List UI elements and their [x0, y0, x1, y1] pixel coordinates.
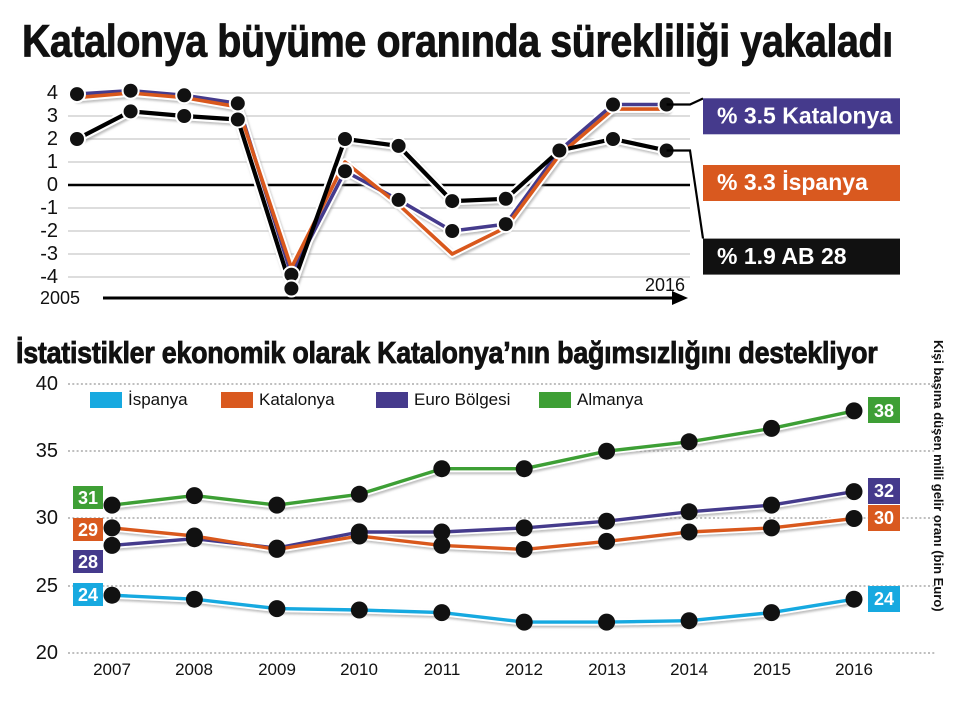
- svg-text:Euro Bölgesi: Euro Bölgesi: [414, 390, 510, 409]
- svg-text:25: 25: [36, 575, 58, 597]
- svg-text:-2: -2: [40, 220, 58, 242]
- svg-text:% 3.5 Katalonya: % 3.5 Katalonya: [717, 103, 892, 129]
- svg-text:28: 28: [78, 552, 98, 572]
- svg-text:1: 1: [47, 151, 58, 173]
- svg-text:24: 24: [78, 585, 98, 605]
- svg-text:31: 31: [78, 488, 98, 508]
- svg-text:2014: 2014: [670, 660, 708, 679]
- svg-text:-4: -4: [40, 266, 58, 288]
- svg-text:2007: 2007: [93, 660, 131, 679]
- svg-text:30: 30: [874, 508, 894, 528]
- svg-text:2016: 2016: [645, 275, 685, 295]
- svg-text:24: 24: [874, 589, 894, 609]
- svg-text:40: 40: [36, 373, 58, 395]
- svg-text:2009: 2009: [258, 660, 296, 679]
- svg-text:2005: 2005: [40, 288, 80, 308]
- svg-text:2: 2: [47, 128, 58, 150]
- svg-text:İspanya: İspanya: [128, 390, 188, 409]
- svg-text:% 1.9 AB 28: % 1.9 AB 28: [717, 243, 847, 269]
- svg-text:32: 32: [874, 481, 894, 501]
- svg-text:2015: 2015: [753, 660, 791, 679]
- svg-text:% 3.3 İspanya: % 3.3 İspanya: [717, 169, 868, 195]
- svg-text:38: 38: [874, 401, 894, 421]
- svg-text:-3: -3: [40, 243, 58, 265]
- svg-text:2016: 2016: [835, 660, 873, 679]
- svg-text:Katalonya: Katalonya: [259, 390, 335, 409]
- svg-text:20: 20: [36, 642, 58, 664]
- svg-text:Almanya: Almanya: [577, 390, 644, 409]
- svg-text:2013: 2013: [588, 660, 626, 679]
- svg-text:2011: 2011: [424, 660, 461, 679]
- svg-text:-1: -1: [40, 197, 58, 219]
- svg-text:30: 30: [36, 507, 58, 529]
- svg-text:35: 35: [36, 440, 58, 462]
- svg-text:29: 29: [78, 520, 98, 540]
- svg-text:3: 3: [47, 105, 58, 127]
- svg-text:4: 4: [47, 82, 58, 104]
- svg-text:0: 0: [47, 174, 58, 196]
- svg-text:2010: 2010: [340, 660, 378, 679]
- svg-text:2008: 2008: [175, 660, 213, 679]
- svg-text:2012: 2012: [505, 660, 543, 679]
